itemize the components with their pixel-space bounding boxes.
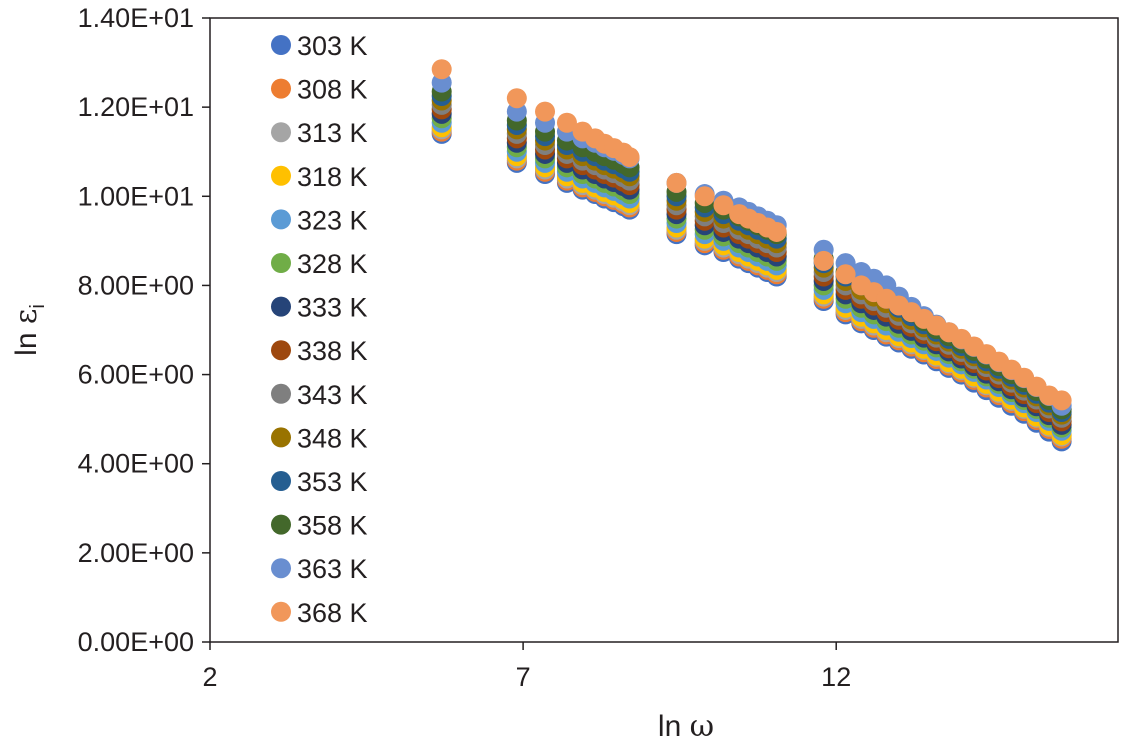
x-axis: 2 7 12 [202,642,851,692]
y-tick-label: 6.00E+00 [78,360,194,390]
data-point [1051,390,1072,411]
legend-marker [271,514,291,535]
y-axis-title-subscript: i [27,304,49,308]
y-tick-label: 4.00E+00 [78,449,194,479]
y-axis-title: ln εi [9,304,49,356]
y-tick-label: 2.00E+00 [78,538,194,568]
y-tick-label: 1.00E+01 [78,181,194,211]
legend-label: 323 K [297,205,368,235]
y-tick-label: 1.20E+01 [78,92,194,122]
legend-label: 313 K [297,118,368,148]
x-axis-title-prefix: ln [658,710,681,743]
y-tick-label: 0.00E+00 [78,627,194,657]
data-points [431,59,1072,452]
legend-marker [271,35,291,55]
legend-label: 333 K [297,293,368,323]
y-axis-title-prefix: ln [10,332,43,355]
x-tick-label: 12 [821,662,851,692]
y-tick-label: 8.00E+00 [78,270,194,300]
data-point [506,88,527,109]
data-point [666,172,687,193]
legend-marker [271,253,291,273]
data-point [713,195,734,216]
legend-marker [271,122,291,143]
legend-label: 308 K [297,75,368,105]
data-point [535,101,556,122]
legend-marker [271,340,291,361]
legend: 303 K 308 K 313 K 318 K 323 K 328 K 333 K 338 K… [271,31,368,628]
legend-marker [271,209,291,230]
legend-label: 353 K [297,467,368,497]
plot-area [209,17,1119,643]
y-axis-title-symbol: ε [9,309,44,325]
legend-label: 358 K [297,511,368,541]
legend-marker [271,78,291,99]
legend-marker [271,383,291,404]
legend-marker [271,165,291,186]
legend-label: 328 K [297,249,368,279]
data-point [619,147,640,168]
legend-label: 363 K [297,554,368,584]
series-368-k [431,59,1072,411]
x-tick-label: 2 [202,662,217,692]
legend-marker [271,427,291,448]
data-point [694,186,715,207]
legend-marker [271,601,291,622]
data-point [431,59,452,80]
x-axis-title: ln ω [658,709,714,744]
data-point [766,221,787,242]
x-tick-label: 7 [516,662,531,692]
x-axis-title-symbol: ω [690,709,714,744]
data-point [835,264,856,285]
legend-marker [271,296,291,317]
y-axis: 0.00E+00 2.00E+00 4.00E+00 6.00E+00 8.00E+00… [78,3,210,657]
legend-label: 348 K [297,423,368,453]
legend-marker [271,471,291,491]
legend-marker [271,558,291,579]
data-point [556,112,577,133]
y-tick-label: 1.40E+01 [78,3,194,33]
legend-label: 338 K [297,336,368,366]
legend-label: 318 K [297,162,368,192]
legend-label: 343 K [297,380,368,410]
legend-label: 303 K [297,31,368,61]
data-point [813,250,834,271]
legend-label: 368 K [297,598,368,628]
